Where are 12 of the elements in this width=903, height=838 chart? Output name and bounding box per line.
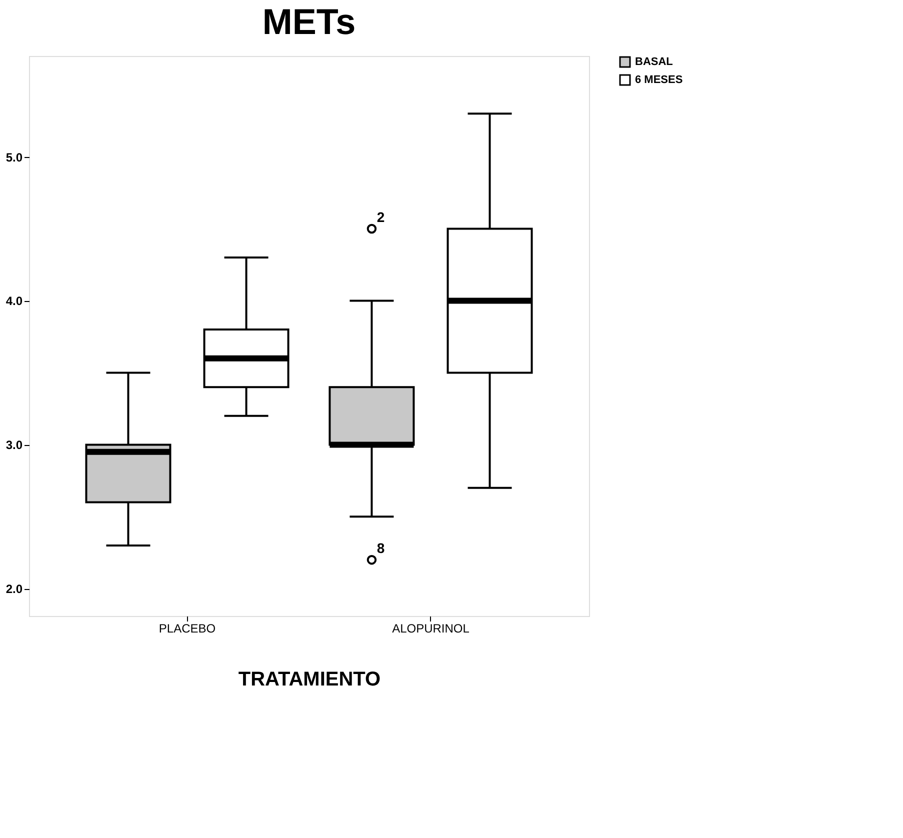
chart-title: METs [262,1,356,42]
x-tick-label: ALOPURINOL [392,622,470,636]
x-axis-title: TRATAMIENTO [238,668,381,690]
x-tick-label: PLACEBO [158,622,216,636]
y-tick-label: 4.0 [6,294,23,308]
y-tick-label: 2.0 [6,582,23,596]
legend-label: BASAL [635,56,674,68]
legend-label: 6 MESES [635,74,683,86]
y-tick-label: 3.0 [6,438,23,452]
y-tick-label: 5.0 [6,150,23,164]
annotation: 2 [376,208,385,225]
annotation: 8 [376,540,385,556]
